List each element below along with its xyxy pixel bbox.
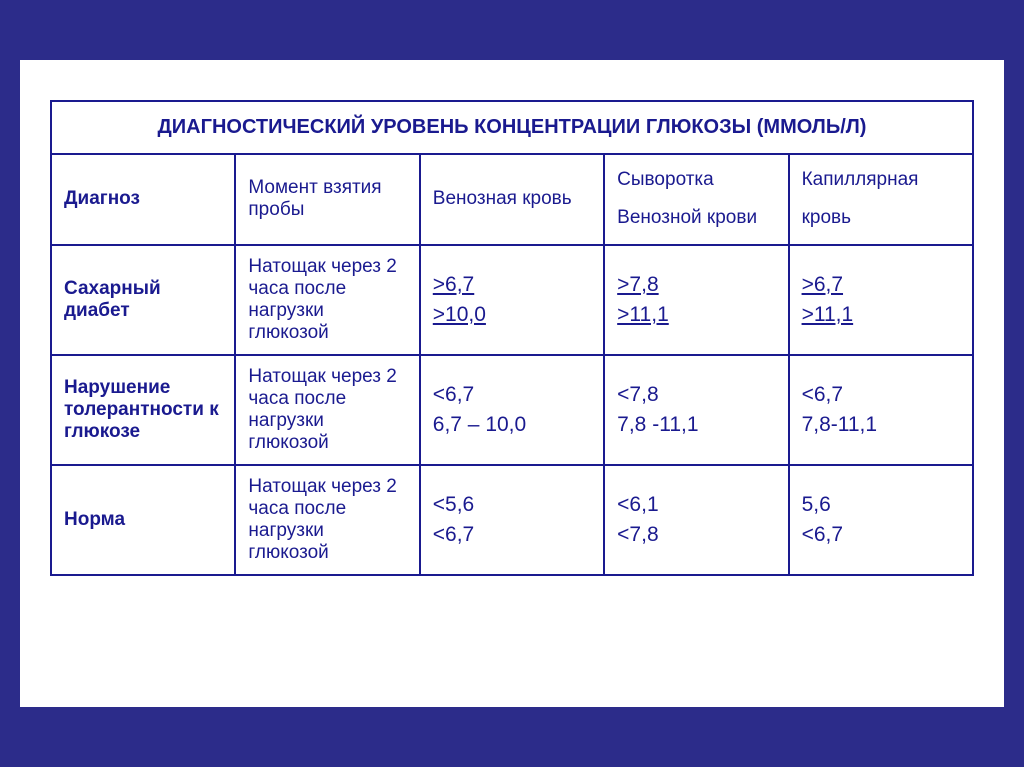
val: 6,7 – 10,0 [433, 413, 591, 437]
col-venous: Венозная кровь [420, 154, 604, 245]
col-diagnosis: Диагноз [51, 154, 235, 245]
cell-igt-cap: <6,7 7,8-11,1 [789, 355, 973, 465]
val: <6,7 [802, 523, 960, 547]
val: >11,1 [617, 303, 775, 327]
cell-igt-moment: Натощак через 2 часа после нагрузки глюк… [235, 355, 419, 465]
cell-diabetes-cap: >6,7 >11,1 [789, 245, 973, 355]
val: <6,7 [433, 383, 591, 407]
row-normal: Норма Натощак через 2 часа после нагрузк… [51, 465, 973, 575]
cell-diabetes-serum: >7,8 >11,1 [604, 245, 788, 355]
val: <5,6 [433, 493, 591, 517]
col-serum: Сыворотка Венозной крови [604, 154, 788, 245]
cell-igt-venous: <6,7 6,7 – 10,0 [420, 355, 604, 465]
col-capillary: Капиллярная кровь [789, 154, 973, 245]
glucose-table: ДИАГНОСТИЧЕСКИЙ УРОВЕНЬ КОНЦЕНТРАЦИИ ГЛЮ… [50, 100, 974, 576]
val: <7,8 [617, 383, 775, 407]
cell-diabetes-diagnosis: Сахарный диабет [51, 245, 235, 355]
val: <7,8 [617, 523, 775, 547]
cell-igt-serum: <7,8 7,8 -11,1 [604, 355, 788, 465]
val: <6,7 [802, 383, 960, 407]
col-serum-line2: Венозной крови [617, 203, 775, 233]
val: <6,1 [617, 493, 775, 517]
val: >11,1 [802, 303, 960, 327]
cell-normal-diagnosis: Норма [51, 465, 235, 575]
col-serum-line1: Сыворотка [617, 165, 775, 195]
slide: ДИАГНОСТИЧЕСКИЙ УРОВЕНЬ КОНЦЕНТРАЦИИ ГЛЮ… [0, 0, 1024, 767]
val: 5,6 [802, 493, 960, 517]
table-title: ДИАГНОСТИЧЕСКИЙ УРОВЕНЬ КОНЦЕНТРАЦИИ ГЛЮ… [51, 101, 973, 154]
cell-normal-cap: 5,6 <6,7 [789, 465, 973, 575]
cell-normal-moment: Натощак через 2 часа после нагрузки глюк… [235, 465, 419, 575]
col-cap-line2: кровь [802, 203, 960, 233]
val: 7,8-11,1 [802, 413, 960, 437]
row-diabetes: Сахарный диабет Натощак через 2 часа пос… [51, 245, 973, 355]
val: >6,7 [802, 273, 960, 297]
cell-diabetes-moment: Натощак через 2 часа после нагрузки глюк… [235, 245, 419, 355]
val: >10,0 [433, 303, 591, 327]
cell-normal-serum: <6,1 <7,8 [604, 465, 788, 575]
table-header-row: Диагноз Момент взятия пробы Венозная кро… [51, 154, 973, 245]
cell-diabetes-venous: >6,7 >10,0 [420, 245, 604, 355]
col-moment: Момент взятия пробы [235, 154, 419, 245]
row-igt: Нарушение толерантности к глюкозе Натоща… [51, 355, 973, 465]
val: >7,8 [617, 273, 775, 297]
cell-normal-venous: <5,6 <6,7 [420, 465, 604, 575]
val: <6,7 [433, 523, 591, 547]
val: >6,7 [433, 273, 591, 297]
val: 7,8 -11,1 [617, 413, 775, 437]
content-panel: ДИАГНОСТИЧЕСКИЙ УРОВЕНЬ КОНЦЕНТРАЦИИ ГЛЮ… [20, 60, 1004, 707]
table-title-row: ДИАГНОСТИЧЕСКИЙ УРОВЕНЬ КОНЦЕНТРАЦИИ ГЛЮ… [51, 101, 973, 154]
cell-igt-diagnosis: Нарушение толерантности к глюкозе [51, 355, 235, 465]
col-cap-line1: Капиллярная [802, 165, 960, 195]
